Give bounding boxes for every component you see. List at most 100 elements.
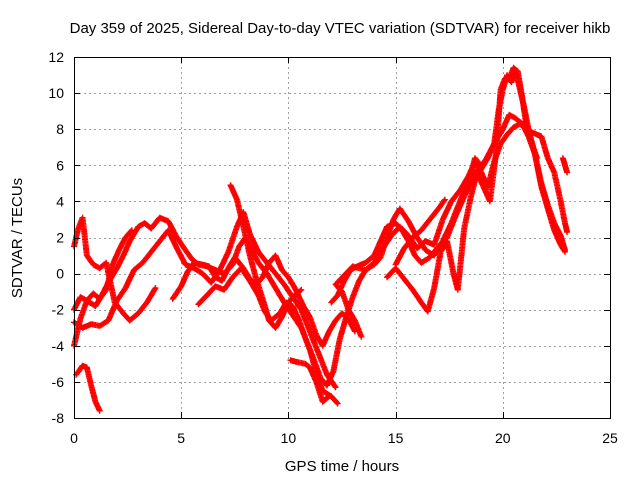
data-point xyxy=(255,277,258,281)
data-point xyxy=(302,304,305,308)
data-point xyxy=(443,198,447,201)
data-point xyxy=(222,288,226,291)
data-point xyxy=(334,386,337,389)
data-point xyxy=(111,263,114,266)
data-point xyxy=(499,88,502,91)
data-point xyxy=(503,77,507,80)
y-tick-label: 10 xyxy=(48,85,64,101)
data-point xyxy=(154,286,157,290)
series-track-14 xyxy=(467,155,483,180)
y-tick-label: 0 xyxy=(56,266,64,282)
data-point xyxy=(364,268,367,272)
data-point xyxy=(437,245,440,248)
data-point xyxy=(460,200,464,203)
data-point xyxy=(426,310,429,313)
data-point xyxy=(411,236,414,239)
data-point xyxy=(516,70,519,73)
x-tick-label: 10 xyxy=(281,430,297,446)
data-point xyxy=(81,216,84,219)
data-point xyxy=(353,330,357,333)
data-point xyxy=(342,279,346,282)
data-point xyxy=(280,268,284,272)
data-point xyxy=(315,333,318,337)
series-track-5 xyxy=(71,227,135,313)
data-point xyxy=(565,171,569,174)
data-point xyxy=(197,303,200,306)
grid-layer xyxy=(74,57,610,418)
data-point xyxy=(508,77,511,80)
data-point xyxy=(553,229,556,232)
data-point xyxy=(469,174,472,178)
data-layer xyxy=(71,64,571,414)
data-point xyxy=(518,122,522,126)
data-point xyxy=(145,301,149,304)
data-point xyxy=(505,133,509,136)
data-point xyxy=(167,220,170,223)
data-point xyxy=(150,250,153,254)
data-point xyxy=(227,250,230,254)
data-point xyxy=(92,263,95,266)
data-point xyxy=(546,207,549,210)
data-point xyxy=(358,279,361,282)
data-point xyxy=(297,319,301,322)
data-point xyxy=(319,377,322,380)
data-point xyxy=(345,315,348,319)
data-point xyxy=(512,66,515,70)
y-tick-label: -4 xyxy=(52,338,65,354)
data-point xyxy=(304,337,307,340)
data-point xyxy=(501,128,504,131)
data-point xyxy=(285,301,288,304)
data-point xyxy=(229,184,232,187)
data-point xyxy=(287,276,290,279)
tick-layer: 0 5 10 15 20 25 -8 -6 -4 -2 0 2 4 6 8 10 12 xyxy=(48,49,618,446)
data-point xyxy=(270,319,273,322)
data-point xyxy=(407,220,410,223)
data-point xyxy=(240,267,243,270)
data-point xyxy=(469,196,472,199)
y-tick-label: 2 xyxy=(56,230,64,246)
data-point xyxy=(473,156,477,160)
data-point xyxy=(420,229,423,232)
data-point xyxy=(563,250,567,254)
data-point xyxy=(403,277,406,281)
data-point xyxy=(433,286,436,290)
data-point xyxy=(291,304,294,308)
data-point xyxy=(338,337,342,340)
data-point xyxy=(373,254,376,257)
series-track-6 xyxy=(169,252,358,349)
data-point xyxy=(559,243,562,246)
data-point xyxy=(171,297,174,301)
data-point xyxy=(128,319,131,322)
data-point xyxy=(124,236,127,239)
data-point xyxy=(321,400,324,403)
data-point xyxy=(531,131,534,134)
data-point xyxy=(237,245,241,248)
data-point xyxy=(122,254,125,257)
data-point xyxy=(403,247,406,250)
data-point xyxy=(115,267,119,270)
data-point xyxy=(413,254,417,257)
data-point xyxy=(340,312,344,315)
x-tick-label: 0 xyxy=(70,430,78,446)
data-point xyxy=(512,126,515,129)
data-point xyxy=(415,247,419,250)
data-point xyxy=(175,236,179,239)
data-point xyxy=(559,200,562,203)
data-point xyxy=(327,395,331,398)
data-point xyxy=(321,344,324,347)
data-point xyxy=(478,162,481,165)
data-point xyxy=(379,239,382,243)
data-point xyxy=(407,234,410,237)
data-point xyxy=(428,256,432,259)
data-point xyxy=(336,402,339,405)
data-point xyxy=(79,295,82,299)
data-point xyxy=(214,276,217,279)
data-point xyxy=(186,270,189,273)
data-point xyxy=(184,263,187,266)
data-point xyxy=(233,256,236,259)
data-point xyxy=(499,142,502,145)
data-point xyxy=(263,310,266,313)
data-point xyxy=(274,286,277,290)
